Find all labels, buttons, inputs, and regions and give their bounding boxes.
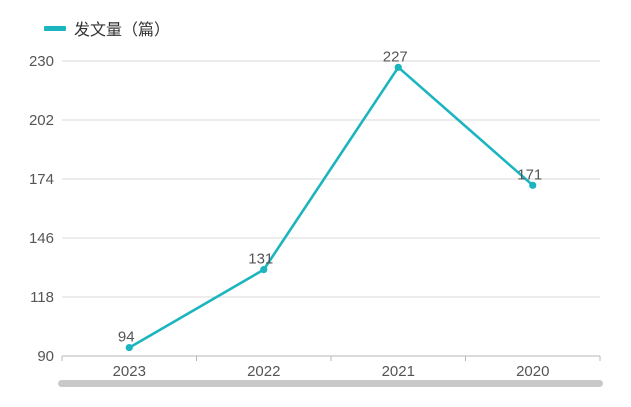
data-point[interactable]	[125, 343, 133, 352]
series-line	[128, 66, 535, 349]
legend-swatch	[44, 25, 66, 31]
data-point[interactable]	[529, 181, 537, 189]
y-tick-label: 146	[29, 230, 54, 247]
data-label: 94	[118, 329, 135, 346]
y-tick-label: 202	[29, 112, 54, 129]
scrollbar[interactable]	[58, 380, 603, 387]
data-label: 227	[383, 48, 408, 65]
data-label: 171	[517, 166, 542, 183]
data-point[interactable]	[394, 63, 402, 71]
y-tick-label: 118	[30, 289, 54, 306]
x-tick-label: 2021	[382, 363, 415, 380]
y-tick-label: 174	[29, 171, 54, 188]
legend[interactable]: 发文量（篇）	[44, 17, 170, 39]
x-tick-label: 2023	[113, 363, 146, 380]
data-label: 131	[248, 251, 273, 268]
data-point[interactable]	[260, 266, 268, 274]
x-tick-label: 2020	[516, 363, 549, 380]
legend-label: 发文量（篇）	[74, 20, 171, 39]
x-tick-label: 2022	[247, 363, 280, 380]
y-tick-label: 90	[37, 348, 54, 365]
y-tick-label: 230	[29, 53, 54, 70]
